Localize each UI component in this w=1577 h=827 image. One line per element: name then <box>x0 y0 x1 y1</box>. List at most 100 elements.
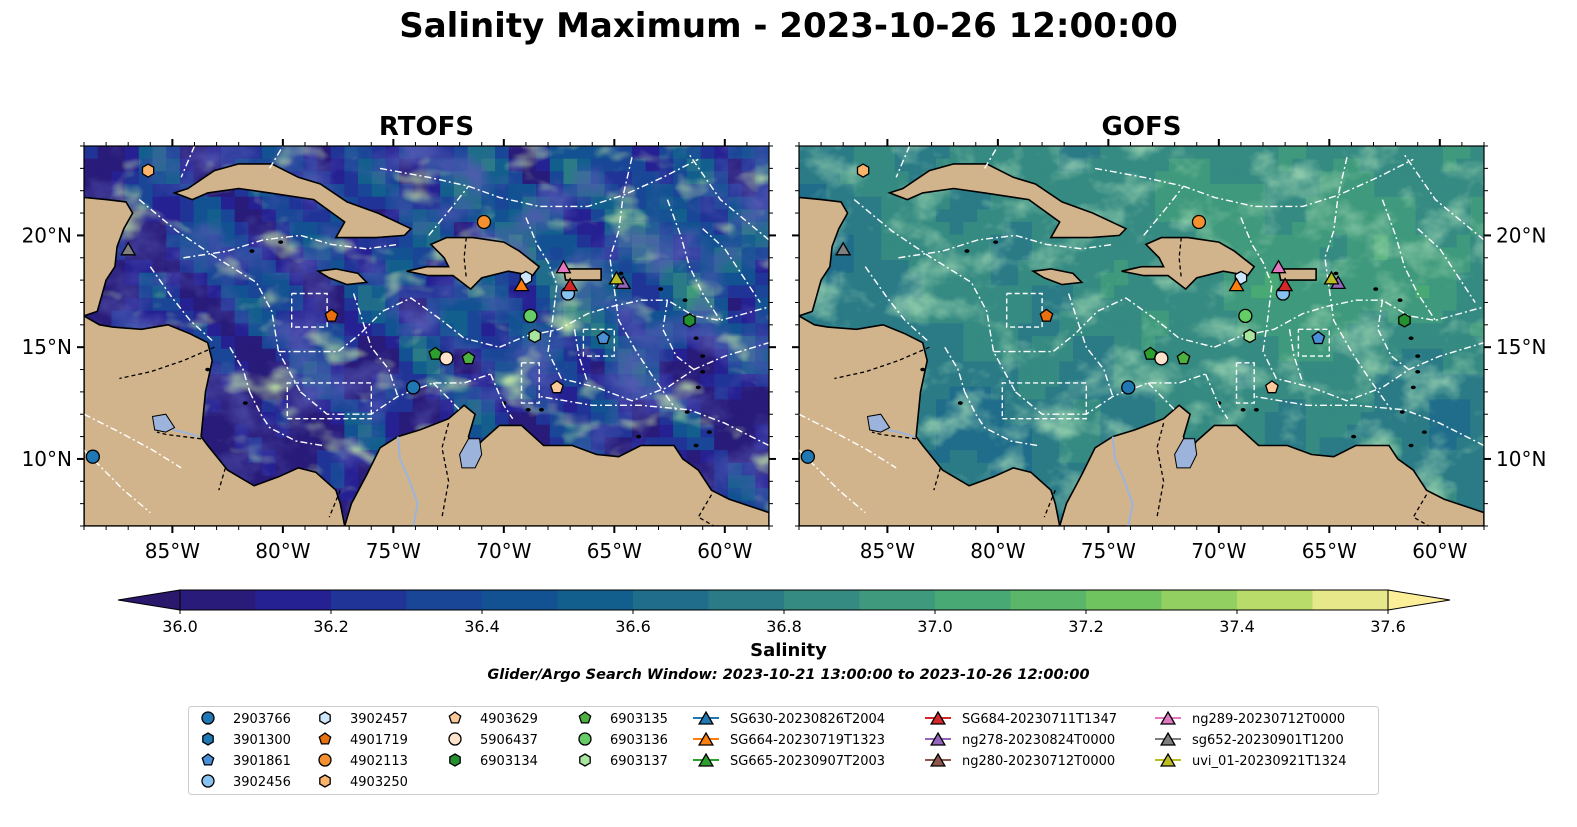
legend-float-label: 6903134 <box>480 754 538 769</box>
lon-tick-label: 65°W <box>587 539 642 563</box>
float-marker-4901719 <box>1039 308 1054 322</box>
legend-float-marker <box>201 753 215 766</box>
legend-glider-marker <box>697 731 715 746</box>
glider-marker-uvi_01-20230921T1324 <box>608 270 625 285</box>
legend-float-label: 4903629 <box>480 712 538 727</box>
legend-glider-marker <box>1159 710 1177 725</box>
float-marker-extra-2 <box>85 449 100 464</box>
legend-float-label: 4901719 <box>350 733 408 748</box>
lon-tick-label: 80°W <box>255 539 310 563</box>
legend-frame <box>188 706 1379 795</box>
float-marker-5906437 <box>439 351 454 366</box>
glider-marker-SG664-20230719T1323 <box>513 277 530 292</box>
float-marker-6903137 <box>528 328 542 344</box>
lon-tick-label: 85°W <box>145 539 200 563</box>
legend-glider-label: uvi_01-20230921T1324 <box>1192 754 1346 769</box>
glider-marker-SG664-20230719T1323 <box>1228 277 1245 292</box>
glider-marker-ng289-20230712T0000 <box>1270 259 1287 274</box>
map-frame <box>798 145 1485 527</box>
legend-float-label: 6903136 <box>610 733 668 748</box>
legend-float-marker <box>448 711 462 724</box>
lon-tick-label: 80°W <box>970 539 1025 563</box>
lat-tick-label: 20°N <box>22 223 72 247</box>
legend-glider-marker <box>929 731 947 746</box>
legend-float-marker <box>579 753 591 767</box>
axis-ticks: 85°W 80°W 75°W 70°W 65°W 60°W 20°N 15°N 10°N <box>792 139 1546 563</box>
colorbar-bin <box>482 590 558 610</box>
lon-tick-label: 60°W <box>697 539 752 563</box>
panel-title-gofs: GOFS <box>1101 112 1182 142</box>
lon-tick-label: 85°W <box>860 539 915 563</box>
lon-tick-label: 60°W <box>1412 539 1467 563</box>
legend-float-marker <box>319 774 331 788</box>
land <box>799 163 1484 526</box>
lon-tick-label: 70°W <box>476 539 531 563</box>
colorbar-tick-label: 36.8 <box>766 617 802 636</box>
colorbar-extend-high <box>1387 589 1451 611</box>
colorbar-bin <box>557 590 634 610</box>
float-marker-4903250 <box>141 163 155 178</box>
float-marker-6903135 <box>461 351 476 365</box>
colorbar-tick-label: 36.0 <box>162 617 198 636</box>
main-title: Salinity Maximum - 2023-10-26 12:00:00 <box>399 6 1178 46</box>
legend-float-label: 6903135 <box>610 712 668 727</box>
colorbar-bin <box>633 590 709 610</box>
colorbar-bin <box>935 590 1011 610</box>
colorbar-label: Salinity <box>750 640 827 661</box>
float-marker-2903766 <box>406 380 421 395</box>
float-marker-4902113 <box>1191 214 1207 230</box>
colorbar-tick-label: 36.2 <box>313 617 349 636</box>
legend-glider-label: SG684-20230711T1347 <box>962 712 1117 727</box>
legend: 2903766 3901300 3901861 3902456 3902457 49017… <box>188 706 1379 795</box>
legend-float-marker <box>449 753 461 767</box>
legend-float-label: 3902457 <box>350 712 408 727</box>
float-marker-4902113 <box>476 214 492 230</box>
lat-tick-label: 10°N <box>22 447 72 471</box>
lon-tick-label: 70°W <box>1191 539 1246 563</box>
colorbar-bin <box>708 590 785 610</box>
colorbar-tick-label: 36.6 <box>615 617 651 636</box>
float-marker-6903134 <box>1398 313 1411 328</box>
legend-glider-label: sg652-20230901T1200 <box>1192 733 1344 748</box>
legend-float-marker <box>578 732 592 746</box>
legend-float-label: 6903137 <box>610 754 668 769</box>
map-figure: 85°W 80°W 75°W 70°W 65°W 60°W 20°N 15°N 10°N 85°W… <box>22 139 1546 563</box>
map-panel-gofs: 85°W 80°W 75°W 70°W 65°W 60°W 20°N 15°N 10°N <box>792 139 1546 563</box>
float-marker-6903136 <box>523 308 538 324</box>
legend-glider-marker <box>1159 731 1177 746</box>
glider-marker-SG684-20230711T1347 <box>1277 277 1294 292</box>
lat-tick-label: 15°N <box>22 335 72 359</box>
legend-glider-label: SG665-20230907T2003 <box>730 754 885 769</box>
legend-float-marker <box>318 753 332 767</box>
search-window-text: Glider/Argo Search Window: 2023-10-21 13… <box>487 667 1090 683</box>
legend-glider-label: SG664-20230719T1323 <box>730 733 885 748</box>
legend-float-label: 5906437 <box>480 733 538 748</box>
colorbar-bin <box>180 590 256 610</box>
legend-float-label: 4902113 <box>350 754 408 769</box>
colorbar-bin <box>255 590 332 610</box>
colorbar-tick-label: 37.0 <box>917 617 953 636</box>
lat-tick-label: 15°N <box>1496 335 1546 359</box>
float-marker-extra-1 <box>428 346 443 360</box>
panel-title-rtofs: RTOFS <box>378 112 475 142</box>
lon-tick-label: 75°W <box>1081 539 1136 563</box>
float-marker-6903136 <box>1238 308 1253 324</box>
colorbar-bin <box>1237 590 1313 610</box>
float-marker-5906437 <box>1154 351 1169 366</box>
colorbar-bin <box>784 590 860 610</box>
legend-float-marker <box>318 732 332 745</box>
float-marker-6903134 <box>683 313 696 328</box>
legend-float-marker <box>319 711 331 725</box>
float-marker-extra-1 <box>1143 346 1158 360</box>
float-marker-6903137 <box>1243 328 1257 344</box>
glider-marker-SG684-20230711T1347 <box>562 277 579 292</box>
glider-marker-sg652-20230901T1200 <box>120 241 137 256</box>
colorbar-tick-label: 37.2 <box>1068 617 1104 636</box>
float-marker-3901861 <box>1311 330 1326 345</box>
legend-float-marker <box>578 711 592 724</box>
colorbar-bin <box>331 590 407 610</box>
float-marker-2903766 <box>1121 380 1136 395</box>
colorbar-tick-label: 36.4 <box>464 617 500 636</box>
lon-tick-label: 65°W <box>1302 539 1357 563</box>
colorbar: 36.0 36.2 36.4 36.6 36.8 37.0 37.2 37.4 37.6 <box>117 589 1451 636</box>
